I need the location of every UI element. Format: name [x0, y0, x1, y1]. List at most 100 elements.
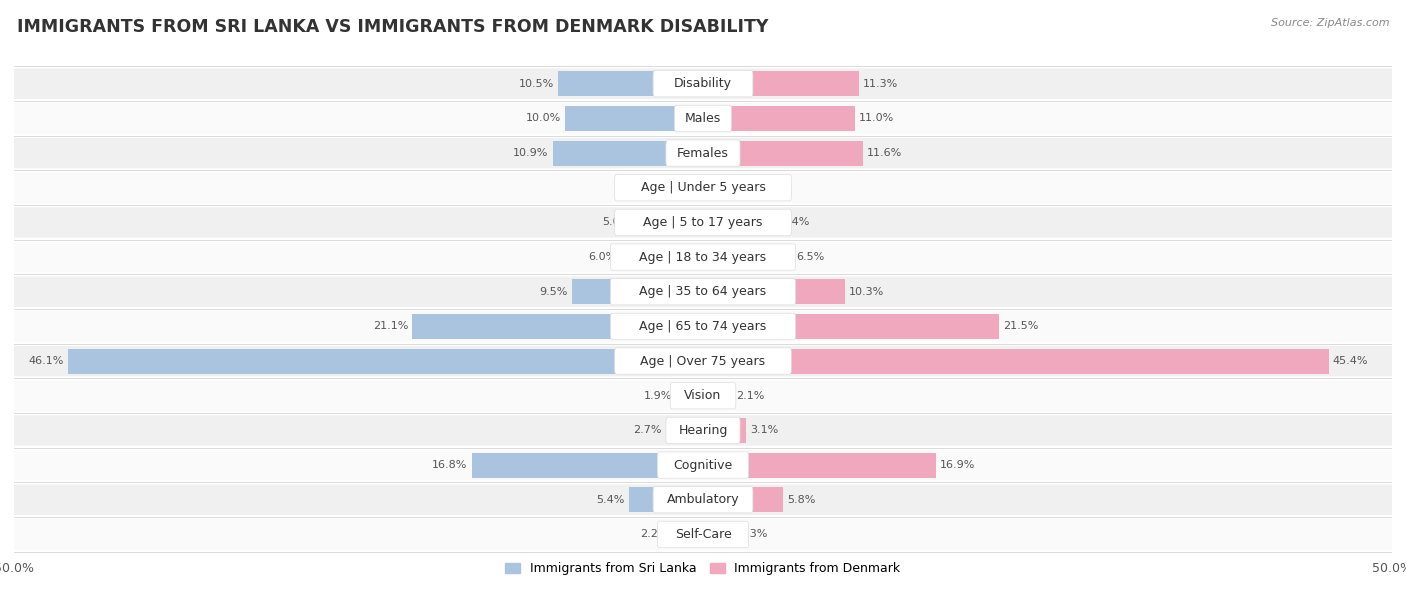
Text: 1.1%: 1.1% — [655, 183, 683, 193]
Text: Vision: Vision — [685, 389, 721, 402]
Bar — [558, 71, 703, 96]
Text: Males: Males — [685, 112, 721, 125]
Text: 2.1%: 2.1% — [737, 390, 765, 401]
Text: Self-Care: Self-Care — [675, 528, 731, 541]
FancyBboxPatch shape — [14, 207, 1392, 237]
FancyBboxPatch shape — [14, 242, 1392, 272]
Text: Females: Females — [678, 146, 728, 160]
Bar — [703, 175, 718, 200]
Bar — [672, 522, 703, 547]
Text: Hearing: Hearing — [678, 424, 728, 437]
Text: 1.1%: 1.1% — [723, 183, 751, 193]
Text: Age | 35 to 64 years: Age | 35 to 64 years — [640, 285, 766, 298]
Text: 2.2%: 2.2% — [640, 529, 669, 539]
FancyBboxPatch shape — [658, 452, 748, 478]
FancyBboxPatch shape — [14, 519, 1392, 550]
Text: 2.3%: 2.3% — [738, 529, 768, 539]
FancyBboxPatch shape — [614, 348, 792, 374]
Text: 11.0%: 11.0% — [859, 113, 894, 124]
Text: IMMIGRANTS FROM SRI LANKA VS IMMIGRANTS FROM DENMARK DISABILITY: IMMIGRANTS FROM SRI LANKA VS IMMIGRANTS … — [17, 18, 768, 36]
Bar — [703, 141, 863, 165]
Bar — [703, 279, 845, 304]
Bar — [703, 487, 783, 512]
Bar — [634, 210, 703, 235]
Bar — [620, 245, 703, 269]
Bar — [703, 71, 859, 96]
Bar — [565, 106, 703, 131]
Text: 11.6%: 11.6% — [868, 148, 903, 158]
Text: 9.5%: 9.5% — [540, 287, 568, 297]
Text: Cognitive: Cognitive — [673, 458, 733, 472]
Text: Age | Over 75 years: Age | Over 75 years — [641, 354, 765, 368]
Bar — [572, 279, 703, 304]
Text: 10.3%: 10.3% — [849, 287, 884, 297]
Text: 16.8%: 16.8% — [432, 460, 467, 470]
Bar — [703, 106, 855, 131]
Bar — [471, 453, 703, 477]
Text: 10.5%: 10.5% — [519, 79, 554, 89]
Text: 10.9%: 10.9% — [513, 148, 548, 158]
FancyBboxPatch shape — [675, 105, 731, 132]
Bar — [553, 141, 703, 165]
FancyBboxPatch shape — [610, 244, 796, 271]
FancyBboxPatch shape — [614, 209, 792, 236]
Text: 45.4%: 45.4% — [1333, 356, 1368, 366]
Text: 3.1%: 3.1% — [749, 425, 778, 435]
FancyBboxPatch shape — [654, 487, 752, 513]
FancyBboxPatch shape — [14, 138, 1392, 168]
FancyBboxPatch shape — [14, 277, 1392, 307]
FancyBboxPatch shape — [14, 103, 1392, 133]
FancyBboxPatch shape — [658, 521, 748, 548]
Text: 6.5%: 6.5% — [797, 252, 825, 262]
FancyBboxPatch shape — [654, 70, 752, 97]
FancyBboxPatch shape — [14, 485, 1392, 515]
FancyBboxPatch shape — [14, 173, 1392, 203]
Bar — [703, 522, 735, 547]
Text: Age | Under 5 years: Age | Under 5 years — [641, 181, 765, 194]
FancyBboxPatch shape — [666, 140, 740, 166]
Bar — [703, 453, 936, 477]
Bar — [703, 383, 733, 408]
Text: 6.0%: 6.0% — [588, 252, 616, 262]
FancyBboxPatch shape — [14, 311, 1392, 341]
Bar — [628, 487, 703, 512]
FancyBboxPatch shape — [14, 415, 1392, 446]
Bar — [666, 418, 703, 443]
Text: 16.9%: 16.9% — [941, 460, 976, 470]
Bar — [703, 314, 1000, 339]
Bar — [676, 383, 703, 408]
Text: Ambulatory: Ambulatory — [666, 493, 740, 506]
Text: Age | 18 to 34 years: Age | 18 to 34 years — [640, 250, 766, 264]
Text: 2.7%: 2.7% — [633, 425, 662, 435]
Text: 5.4%: 5.4% — [596, 494, 624, 505]
FancyBboxPatch shape — [666, 417, 740, 444]
Bar — [703, 418, 745, 443]
FancyBboxPatch shape — [14, 450, 1392, 480]
Text: 5.8%: 5.8% — [787, 494, 815, 505]
Text: Source: ZipAtlas.com: Source: ZipAtlas.com — [1271, 18, 1389, 28]
Bar — [703, 349, 1329, 373]
Text: 21.1%: 21.1% — [373, 321, 408, 331]
Text: 5.0%: 5.0% — [602, 217, 630, 228]
FancyBboxPatch shape — [671, 382, 735, 409]
FancyBboxPatch shape — [14, 69, 1392, 99]
FancyBboxPatch shape — [14, 381, 1392, 411]
FancyBboxPatch shape — [610, 278, 796, 305]
FancyBboxPatch shape — [610, 313, 796, 340]
Text: Disability: Disability — [673, 77, 733, 90]
Text: Age | 65 to 74 years: Age | 65 to 74 years — [640, 320, 766, 333]
Text: 5.4%: 5.4% — [782, 217, 810, 228]
Text: 1.9%: 1.9% — [644, 390, 672, 401]
Text: 11.3%: 11.3% — [863, 79, 898, 89]
Bar — [67, 349, 703, 373]
Bar — [703, 245, 793, 269]
Text: 21.5%: 21.5% — [1004, 321, 1039, 331]
Bar — [412, 314, 703, 339]
Text: Age | 5 to 17 years: Age | 5 to 17 years — [644, 216, 762, 229]
Text: 10.0%: 10.0% — [526, 113, 561, 124]
FancyBboxPatch shape — [614, 174, 792, 201]
Text: 46.1%: 46.1% — [28, 356, 63, 366]
Bar — [688, 175, 703, 200]
FancyBboxPatch shape — [14, 346, 1392, 376]
Bar — [703, 210, 778, 235]
